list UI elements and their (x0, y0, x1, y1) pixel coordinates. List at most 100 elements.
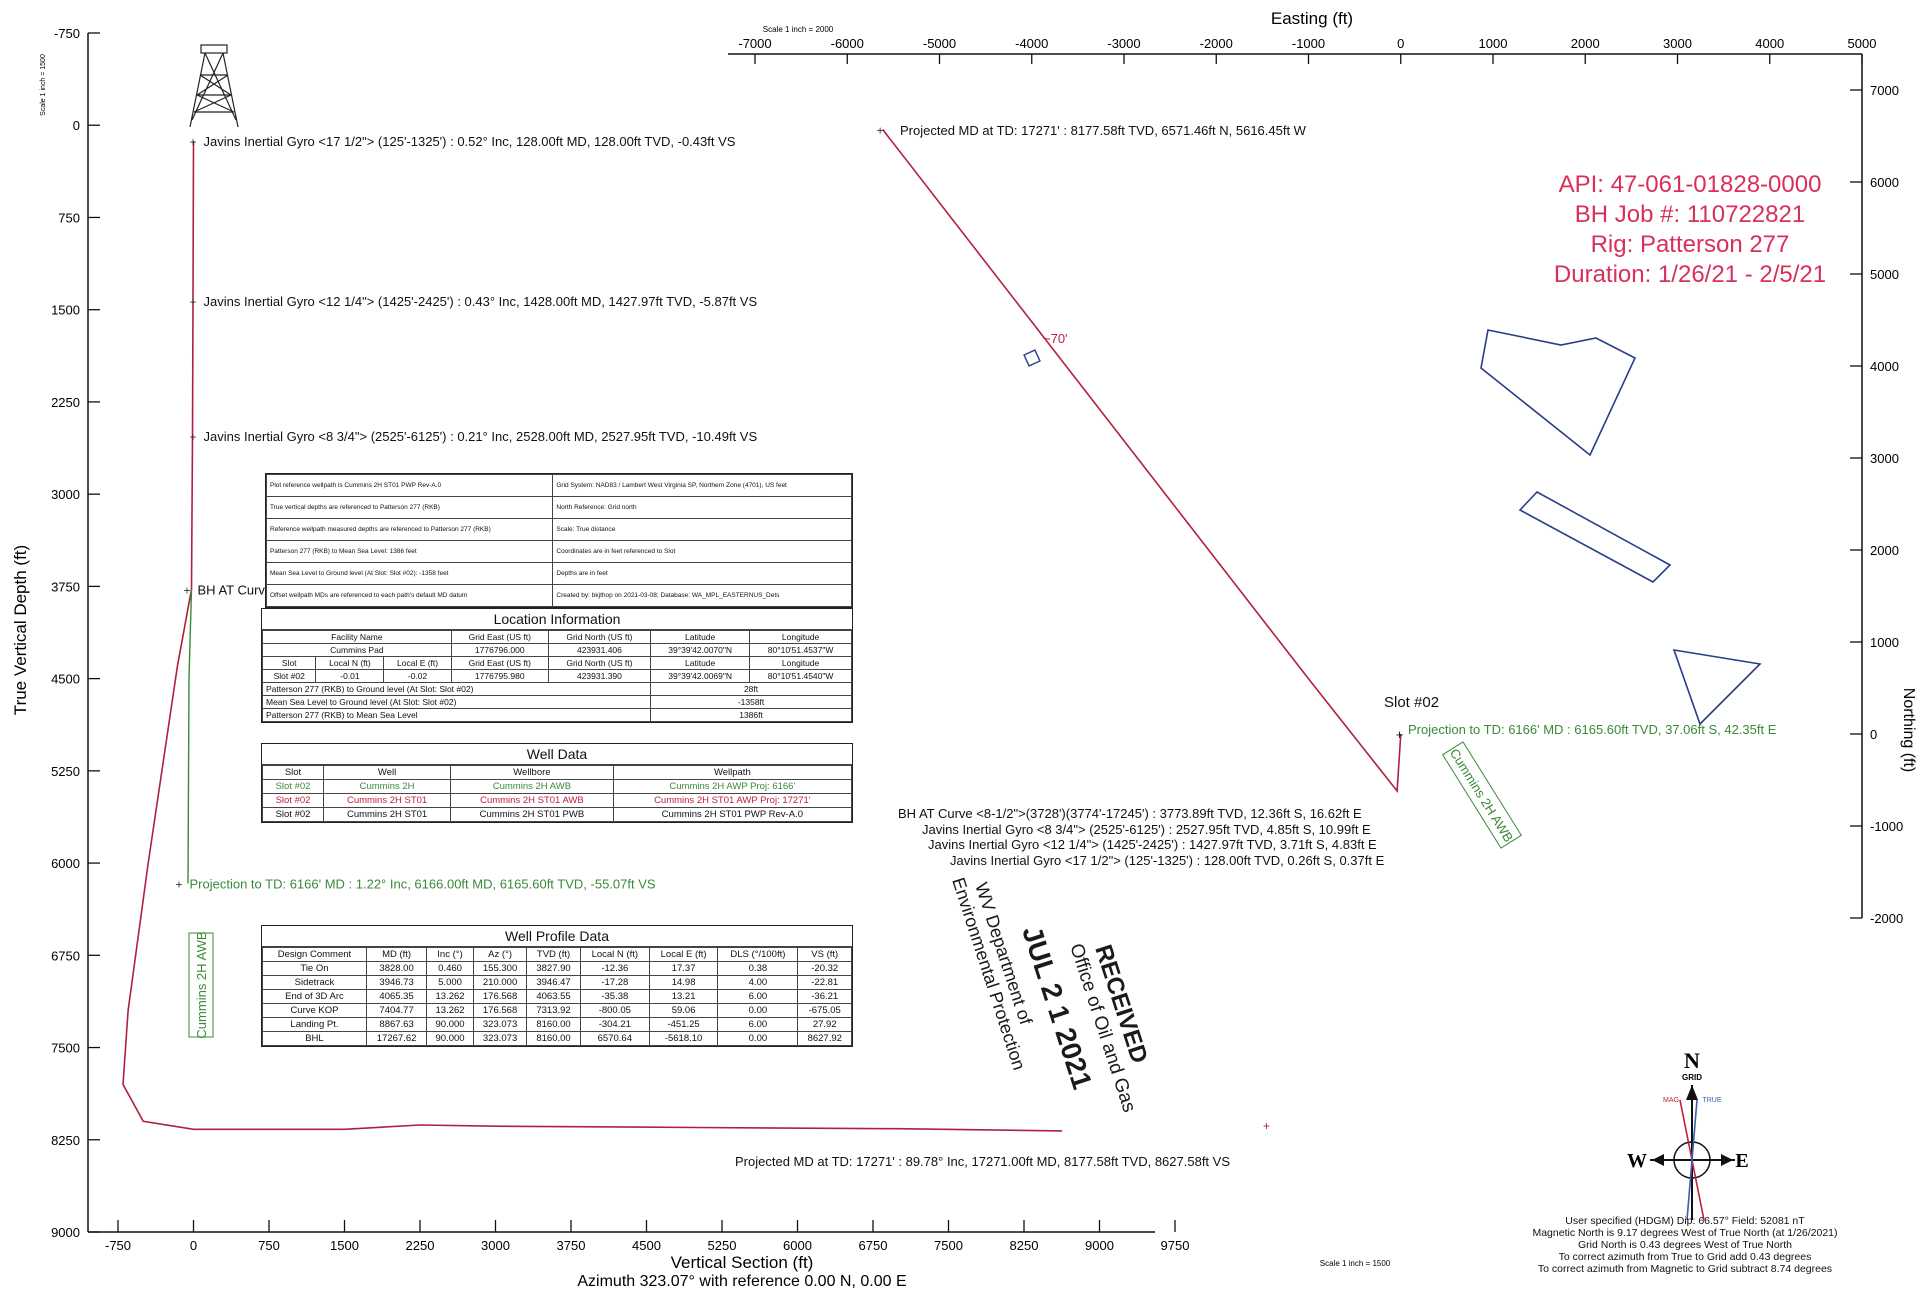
table-cell: 0.00 (717, 1003, 799, 1018)
pv-annotation: Javins Inertial Gyro <17 1/2"> (125'-132… (950, 853, 1385, 868)
table-cell: 8867.63 (365, 1017, 428, 1032)
well-data-title: Well Data (262, 744, 852, 765)
profile-data-row: Tie On 3828.00 0.460 155.300 3827.90 -12.36 17… (262, 961, 852, 976)
vs-xtick-label: -750 (105, 1238, 131, 1253)
table-cell: 39°39'42.0069"N (650, 669, 751, 683)
pv-ylabel: Northing (ft) (1900, 688, 1917, 772)
vs-ytick-label: 3000 (51, 487, 80, 502)
pv-ytick-label: 5000 (1870, 267, 1899, 282)
vs-ytick-label: 9000 (51, 1225, 80, 1240)
table-cell: 80°10'51.4540"W (749, 669, 852, 683)
table-cell: BHL (262, 1031, 367, 1046)
pv-ytick-label: 1000 (1870, 635, 1899, 650)
compass-true: TRUE (1702, 1097, 1721, 1104)
vs-end-marker: + (1263, 1119, 1270, 1133)
table-cell: 176.568 (472, 1003, 528, 1018)
api-number: API: 47-061-01828-0000 (1558, 171, 1822, 198)
table-cell: Well (323, 765, 452, 780)
table-cell: VS (ft) (797, 947, 852, 962)
table-cell: TVD (ft) (526, 947, 581, 962)
vs-ytick-label: 0 (73, 118, 80, 133)
table-cell: Cummins 2H ST01 PWB (450, 807, 614, 822)
loc-extra-row: Patterson 277 (RKB) to Ground level (At … (261, 682, 852, 696)
vs-sidetrack-label: Cummins 2H AWB (188, 931, 214, 1039)
pv-xtick-label: -2000 (1200, 36, 1233, 51)
compass-n: N (1684, 1048, 1700, 1073)
lease-polygon-3 (1672, 648, 1762, 726)
table-cell: 7313.92 (526, 1003, 581, 1018)
vs-xtick-label: 8250 (1010, 1238, 1039, 1253)
vs-xtick-label: 2250 (406, 1238, 435, 1253)
table-cell: 4063.55 (526, 989, 581, 1004)
vs-ytick-label: 8250 (51, 1133, 80, 1148)
table-cell: -1358ft (650, 695, 852, 709)
table-cell: Curve KOP (262, 1003, 367, 1018)
table-cell: 8160.00 (526, 1017, 581, 1032)
notes-table: Plot reference wellpath is Cummins 2H ST… (265, 473, 853, 608)
table-cell: MD (ft) (365, 947, 428, 962)
vs-xlabel: Vertical Section (ft) (671, 1253, 814, 1272)
pv-annotation: BH AT Curve <8-1/2">(3728')(3774'-17245'… (898, 806, 1362, 821)
mag-note: To correct azimuth from Magnetic to Grid… (1537, 1263, 1833, 1275)
pv-ytick-label: 4000 (1870, 359, 1899, 374)
table-cell: End of 3D Arc (262, 989, 367, 1004)
vs-ytick-label: 6000 (51, 856, 80, 871)
pv-ytick-label: 3000 (1870, 451, 1899, 466)
table-cell: North Reference: Grid north (552, 496, 852, 519)
table-cell: 4065.35 (365, 989, 428, 1004)
pv-y-axis-ticks: 7000 6000 5000 4000 3000 2000 1000 0 -1000 -2000 (1850, 83, 1903, 926)
vs-x-axis-ticks: -750 0 750 1500 2250 3000 3750 4500 5250 6000 6750… (105, 1220, 1189, 1253)
vs-ytick-label: 6750 (51, 948, 80, 963)
table-cell: 28ft (650, 682, 852, 696)
vs-xtick-label: 9000 (1085, 1238, 1114, 1253)
vs-annotation: Projection to TD: 6166' MD : 1.22° Inc, … (190, 876, 656, 891)
well-data-row: Slot #02 Cummins 2H ST01 Cummins 2H ST01 A… (261, 793, 853, 808)
location-info-title: Location Information (262, 609, 852, 630)
mag-note: Magnetic North is 9.17 degrees West of T… (1532, 1227, 1838, 1239)
table-cell: 13.21 (648, 989, 719, 1004)
well-profile-table: Well Profile Data Design Comment MD (ft) I… (261, 925, 853, 1047)
table-cell: 7404.77 (365, 1003, 428, 1018)
table-cell: Landing Pt. (262, 1017, 367, 1032)
well-data-row: Slot #02 Cummins 2H Cummins 2H AWB Cummins … (261, 779, 853, 794)
table-cell: Local E (ft) (648, 947, 719, 962)
table-cell: 1776795.980 (450, 669, 549, 683)
notes-row: Offset wellpath MDs are referenced to ea… (265, 584, 852, 607)
vs-xtick-label: 9750 (1161, 1238, 1190, 1253)
pv-xtick-label: -1000 (1292, 36, 1325, 51)
compass-w: W (1627, 1150, 1647, 1172)
loc-header-row: Slot Local N (ft) Local E (ft) Grid East (U… (261, 656, 852, 670)
table-cell: 59.06 (648, 1003, 719, 1018)
vs-annotation: Projected MD at TD: 17271' : 89.78° Inc,… (735, 1154, 1230, 1169)
pv-sidetrack-text: Cummins 2H AWB (1447, 746, 1517, 845)
table-cell: Cummins 2H ST01 (323, 793, 452, 808)
table-cell: Slot #02 (261, 793, 325, 808)
mag-note: Grid North is 0.43 degrees West of True … (1578, 1239, 1792, 1251)
table-cell: Mean Sea Level to Ground level (At Slot:… (261, 695, 652, 709)
pv-ytick-label: -2000 (1870, 911, 1903, 926)
vs-wellpath-awb (187, 589, 193, 884)
table-cell: Facility Name (262, 630, 452, 644)
pv-xtick-label: -4000 (1015, 36, 1048, 51)
table-cell: 8627.92 (797, 1031, 852, 1046)
derrick-icon (189, 44, 239, 128)
table-cell: Local N (ft) (579, 947, 650, 962)
north-arrow-icon: N GRID MAG TRUE W E (1627, 1048, 1749, 1221)
table-cell: Longitude (749, 656, 852, 670)
mag-note: To correct azimuth from True to Grid add… (1558, 1251, 1812, 1263)
table-cell: Patterson 277 (RKB) to Mean Sea Level: 1… (265, 540, 554, 563)
table-cell: Inc (°) (426, 947, 474, 962)
pv-ytick-label: 2000 (1870, 543, 1899, 558)
vs-ytick-label: -750 (54, 26, 80, 41)
compass-grid: GRID (1682, 1073, 1702, 1082)
table-cell: -800.05 (579, 1003, 650, 1018)
location-info-table: Location Information Facility Name Grid E… (261, 608, 853, 723)
table-cell: 1386ft (650, 708, 852, 722)
table-cell: Plot reference wellpath is Cummins 2H ST… (265, 474, 554, 497)
pv-xtick-label: 2000 (1571, 36, 1600, 51)
offset-marker (1023, 349, 1041, 367)
table-cell: Reference wellpath measured depths are r… (265, 518, 554, 541)
table-cell: 14.98 (648, 975, 719, 990)
table-cell: Design Comment (262, 947, 367, 962)
